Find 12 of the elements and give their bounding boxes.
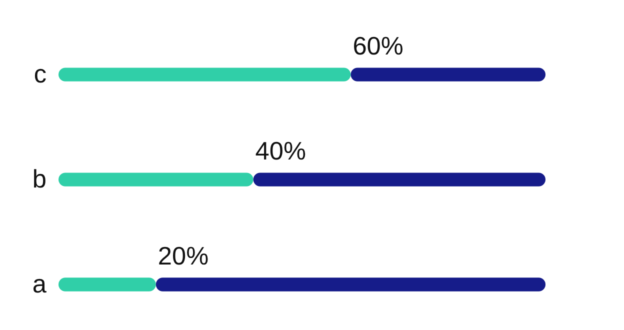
bar <box>253 172 546 186</box>
data-label: 40% <box>255 138 306 166</box>
bar <box>58 172 254 186</box>
data-label: 20% <box>158 242 209 271</box>
bar <box>58 68 351 82</box>
bar <box>350 68 546 82</box>
bar <box>156 278 546 292</box>
y-tick-label: a <box>32 270 48 299</box>
y-tick-label: c <box>34 60 47 89</box>
data-label: 60% <box>352 32 404 61</box>
bar <box>58 278 156 292</box>
y-tick-label: b <box>32 166 47 194</box>
